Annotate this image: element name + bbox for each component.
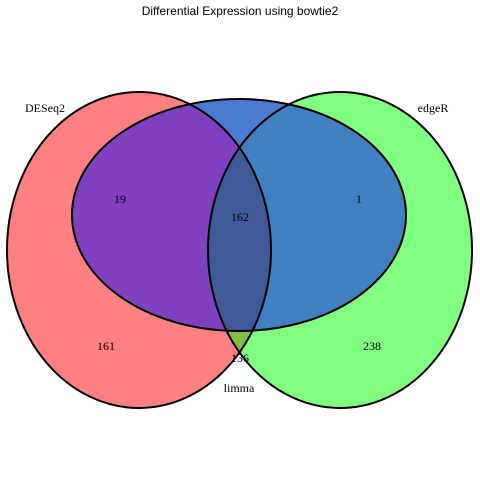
deseq2-outline: [6, 91, 272, 409]
edger-outline: [207, 91, 473, 409]
count-deseq2-edger: 136: [231, 351, 249, 365]
count-deseq2-only: 161: [97, 339, 115, 353]
all-three-overlap: [208, 99, 271, 331]
limma-outline: [71, 98, 407, 332]
label-deseq2: DESeq2: [25, 101, 65, 115]
diagram-title: Differential Expression using bowtie2: [142, 4, 339, 18]
count-edger-only: 238: [363, 339, 381, 353]
count-all-three: 162: [231, 210, 249, 224]
count-deseq2-limma: 19: [114, 192, 126, 206]
label-limma: limma: [224, 381, 255, 395]
label-edger: edgeR: [418, 101, 449, 115]
count-edger-limma: 1: [356, 192, 362, 206]
